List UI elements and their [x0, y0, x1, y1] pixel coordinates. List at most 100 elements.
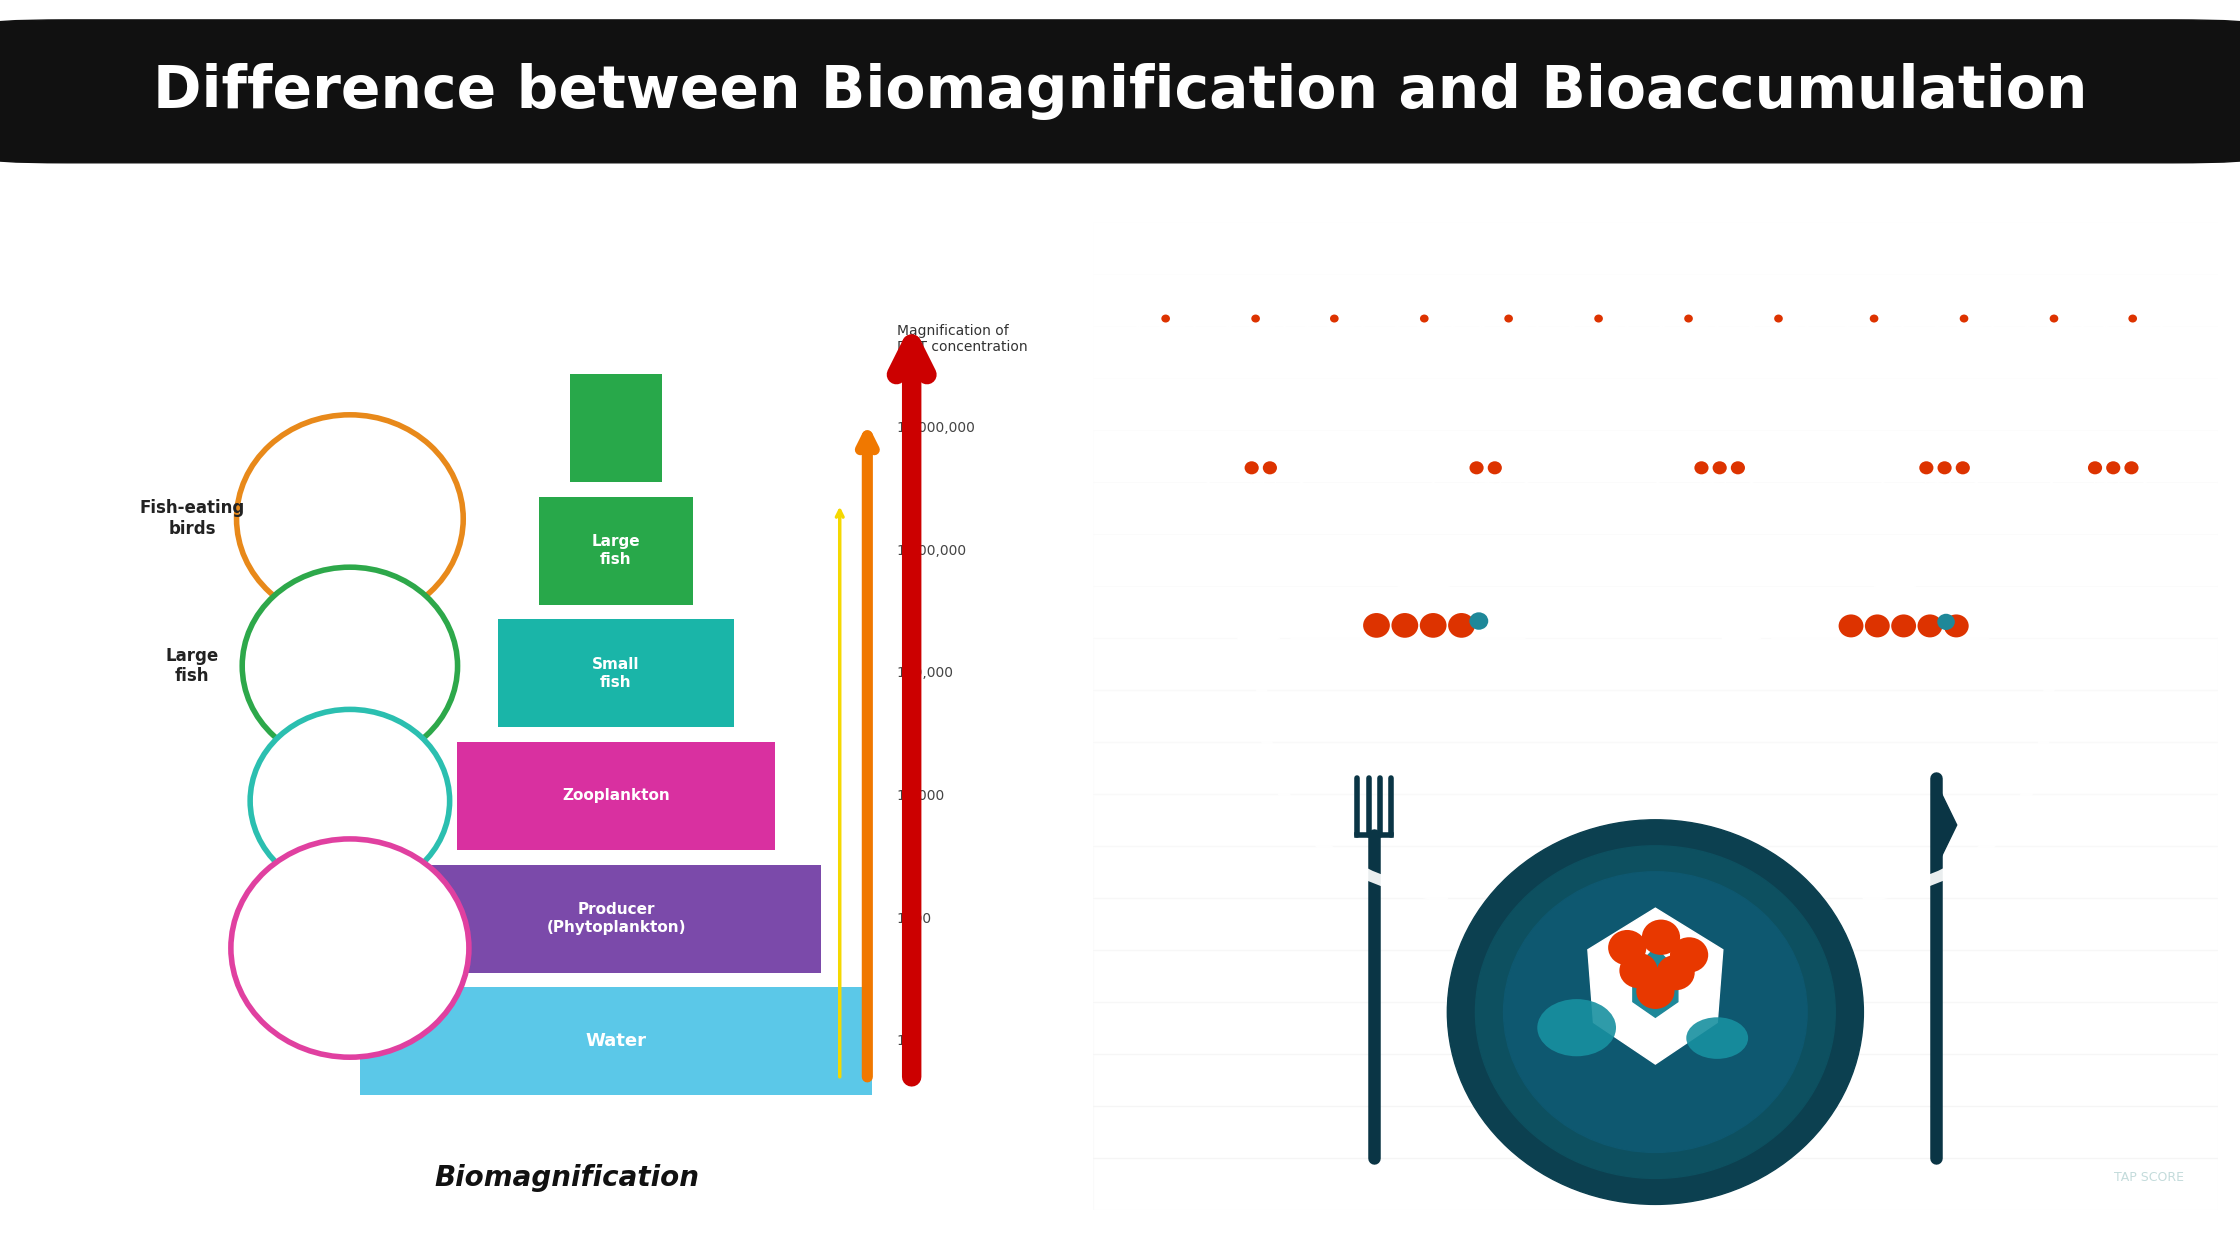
Ellipse shape: [1949, 315, 1991, 328]
Ellipse shape: [1537, 999, 1615, 1056]
Polygon shape: [1393, 314, 1407, 328]
Ellipse shape: [1676, 461, 1747, 481]
Ellipse shape: [1902, 461, 1971, 481]
FancyBboxPatch shape: [410, 864, 822, 973]
Circle shape: [1870, 315, 1879, 323]
Text: 1000: 1000: [896, 912, 932, 926]
Text: Producer
(Phytoplankton): Producer (Phytoplankton): [547, 902, 685, 935]
Circle shape: [2124, 461, 2139, 474]
Text: 1,000,000: 1,000,000: [896, 543, 968, 558]
Polygon shape: [1844, 314, 1857, 328]
Ellipse shape: [1452, 461, 1523, 481]
Ellipse shape: [1584, 315, 1626, 328]
Polygon shape: [1225, 314, 1239, 328]
Text: Fish-eating
birds: Fish-eating birds: [139, 499, 244, 538]
Text: Biomagnification: Biomagnification: [435, 1164, 699, 1192]
Circle shape: [1732, 461, 1745, 474]
Polygon shape: [2023, 314, 2036, 328]
Polygon shape: [1427, 460, 1449, 483]
Ellipse shape: [2070, 461, 2141, 481]
Text: Large
fish: Large fish: [166, 646, 220, 685]
Circle shape: [1487, 461, 1501, 474]
Ellipse shape: [2038, 315, 2081, 328]
Circle shape: [1684, 315, 1693, 323]
Circle shape: [1693, 461, 1709, 474]
Polygon shape: [1633, 948, 1678, 1017]
Text: Water: Water: [585, 1032, 647, 1051]
Ellipse shape: [231, 839, 468, 1057]
FancyBboxPatch shape: [361, 988, 871, 1095]
Circle shape: [2050, 315, 2059, 323]
Text: TAP SCORE: TAP SCORE: [2115, 1171, 2184, 1183]
Circle shape: [1866, 615, 1891, 638]
Ellipse shape: [2117, 315, 2162, 328]
Ellipse shape: [1290, 592, 1525, 673]
Polygon shape: [1933, 314, 1947, 328]
Ellipse shape: [1687, 1017, 1747, 1058]
Circle shape: [1476, 845, 1835, 1178]
Circle shape: [1839, 615, 1864, 638]
Ellipse shape: [1319, 315, 1362, 328]
Polygon shape: [1866, 564, 1924, 596]
Circle shape: [1671, 937, 1709, 973]
FancyArrowPatch shape: [1868, 672, 2050, 897]
Ellipse shape: [1763, 315, 1805, 328]
Circle shape: [2106, 461, 2121, 474]
FancyBboxPatch shape: [569, 374, 663, 483]
Polygon shape: [1393, 559, 1456, 593]
Ellipse shape: [1225, 461, 1297, 481]
Polygon shape: [1136, 314, 1149, 328]
Text: Large
fish: Large fish: [591, 534, 641, 567]
Ellipse shape: [242, 567, 457, 765]
Circle shape: [1469, 612, 1487, 630]
Circle shape: [1420, 315, 1429, 323]
Circle shape: [1891, 615, 1915, 638]
Ellipse shape: [1494, 315, 1537, 328]
Text: Zooplankton: Zooplankton: [562, 789, 670, 804]
Circle shape: [1920, 461, 1933, 474]
Circle shape: [1944, 615, 1969, 638]
Circle shape: [1595, 315, 1604, 323]
Circle shape: [2088, 461, 2101, 474]
Ellipse shape: [237, 415, 464, 622]
Circle shape: [1391, 614, 1418, 638]
Text: Magnification of
DDT concentration: Magnification of DDT concentration: [896, 324, 1028, 354]
Ellipse shape: [1770, 596, 1989, 670]
Text: Small
fish: Small fish: [591, 658, 641, 689]
Circle shape: [1642, 920, 1680, 955]
Circle shape: [1774, 315, 1783, 323]
Circle shape: [1331, 315, 1340, 323]
Circle shape: [1938, 614, 1956, 630]
Ellipse shape: [1241, 315, 1284, 328]
Circle shape: [1505, 315, 1512, 323]
Circle shape: [1658, 955, 1696, 990]
FancyBboxPatch shape: [457, 742, 775, 851]
Polygon shape: [1304, 314, 1317, 328]
Circle shape: [1917, 615, 1942, 638]
FancyBboxPatch shape: [540, 496, 692, 605]
Polygon shape: [1239, 588, 1286, 677]
Polygon shape: [1935, 784, 1958, 867]
Circle shape: [1447, 820, 1864, 1205]
Polygon shape: [2045, 460, 2068, 483]
Ellipse shape: [1409, 315, 1452, 328]
Polygon shape: [1723, 592, 1765, 673]
Circle shape: [1420, 614, 1447, 638]
Polygon shape: [1588, 908, 1723, 1063]
Circle shape: [1245, 461, 1259, 474]
Circle shape: [1956, 461, 1969, 474]
Circle shape: [1960, 315, 1969, 323]
Polygon shape: [2101, 314, 2115, 328]
Polygon shape: [1651, 460, 1673, 483]
Polygon shape: [1568, 314, 1581, 328]
Circle shape: [1364, 614, 1389, 638]
Ellipse shape: [251, 709, 450, 892]
Text: 10,000,000: 10,000,000: [896, 421, 977, 435]
Circle shape: [1938, 461, 1951, 474]
Circle shape: [1252, 315, 1259, 323]
Circle shape: [1447, 614, 1474, 638]
Polygon shape: [1201, 460, 1223, 483]
FancyBboxPatch shape: [497, 620, 735, 727]
FancyArrowPatch shape: [1261, 672, 1443, 897]
Circle shape: [1160, 315, 1169, 323]
